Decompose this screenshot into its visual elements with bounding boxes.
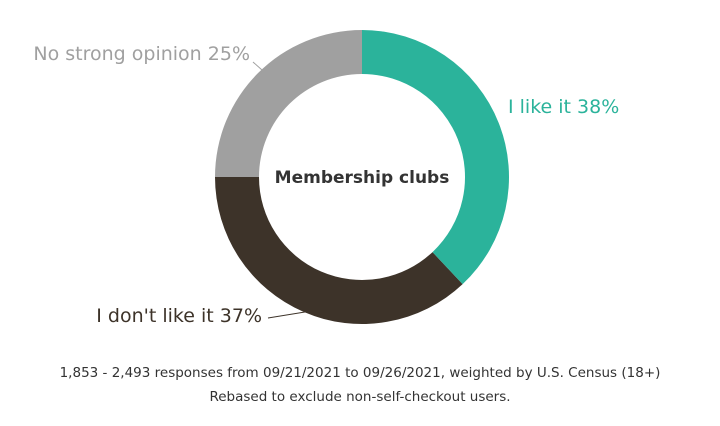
slice-value: 38%: [577, 96, 619, 118]
slice-name: I like it: [508, 96, 571, 118]
slice-value: 37%: [220, 305, 262, 327]
chart-title: Membership clubs: [275, 168, 450, 188]
slice-value: 25%: [208, 43, 250, 65]
donut-slice: [362, 30, 509, 285]
note: Rebased to exclude non-self-checkout use…: [209, 389, 510, 405]
slice-label: I like it 38%: [508, 96, 619, 118]
note: 1,853 - 2,493 responses from 09/21/2021 …: [60, 365, 661, 381]
slice-name: No strong opinion: [33, 43, 201, 65]
donut-slice: [215, 177, 463, 324]
slice-label: I don't like it 37%: [96, 305, 262, 327]
leader-line: [267, 301, 306, 319]
slice-name: I don't like it: [96, 305, 213, 327]
donut-slice: [215, 30, 362, 177]
leader-line: [252, 61, 263, 71]
slice-label: No strong opinion 25%: [33, 43, 250, 65]
